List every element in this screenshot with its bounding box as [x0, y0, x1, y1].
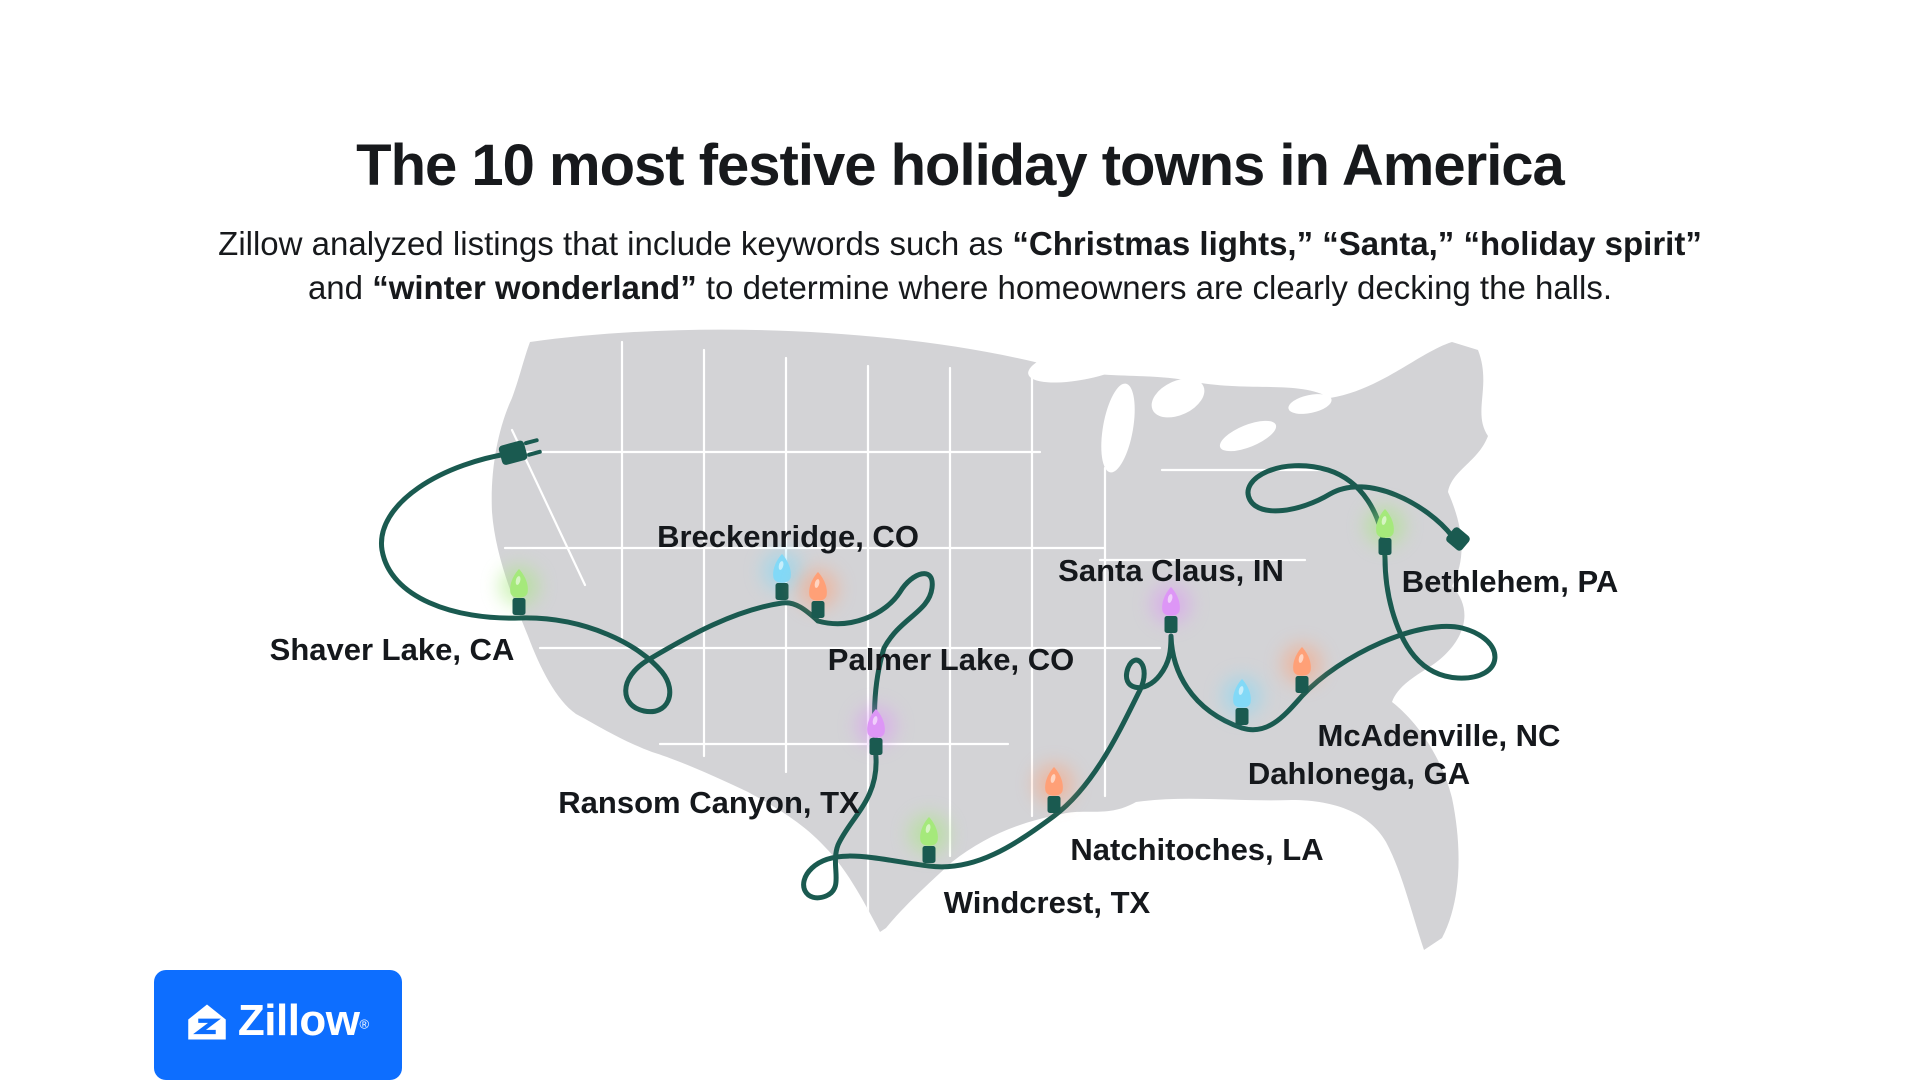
light-bulb [1151, 584, 1191, 633]
bulb-highlight [872, 716, 878, 725]
registered-mark: ® [359, 1016, 370, 1032]
bulb-socket [512, 598, 526, 615]
state-borders [503, 340, 1334, 932]
bulb-highlight [1381, 516, 1387, 525]
bulb-highlight [1167, 594, 1173, 603]
lake-huron [1151, 378, 1205, 418]
bulb-highlight [1298, 654, 1304, 663]
string-lights-cord [379, 449, 1498, 901]
light-bulb [499, 566, 539, 615]
bulb-highlight [1050, 774, 1056, 783]
bulb-socket [775, 583, 789, 600]
bulb-socket [1378, 538, 1392, 555]
subtitle-text: to determine where homeowners are clearl… [696, 268, 1613, 306]
bulb-highlight [1238, 686, 1244, 695]
bulb-socket [1164, 616, 1178, 633]
us-land [491, 329, 1488, 951]
light-bulb [1365, 506, 1405, 555]
page-title: The 10 most festive holiday towns in Ame… [356, 133, 1565, 198]
great-lakes [1028, 341, 1332, 473]
bulb-socket [869, 738, 883, 755]
bulb-highlight [778, 561, 784, 570]
subtitle-text: and [307, 268, 373, 306]
bulb-socket [922, 846, 936, 863]
light-bulb [1282, 644, 1322, 693]
subtitle-keyword: “winter wonderland” [372, 268, 697, 306]
bulb-highlight [515, 576, 521, 585]
light-bulb [1222, 676, 1262, 725]
zillow-wordmark: Zillow [237, 996, 360, 1045]
light-bulb [909, 814, 949, 863]
subtitle-text: Zillow analyzed listings that include ke… [218, 225, 1013, 262]
light-bulb [798, 569, 838, 618]
plug-icon [498, 438, 542, 465]
zillow-house-icon [188, 1004, 226, 1040]
lake-erie [1219, 420, 1277, 452]
bulb-highlight [925, 824, 931, 833]
bulb-socket [1047, 796, 1061, 813]
zillow-logo: Zillow® [154, 970, 402, 1080]
lake-ontario [1288, 394, 1332, 414]
lake-michigan [1101, 383, 1135, 473]
end-plug-icon [1446, 527, 1470, 551]
bulb-socket [811, 601, 825, 618]
light-bulb [856, 706, 896, 755]
subtitle: Zillow analyzed listings that include ke… [0, 222, 1920, 309]
bulb-highlight [814, 579, 820, 588]
bulb-socket [1295, 676, 1309, 693]
bulbs-layer [499, 506, 1405, 863]
bulb-socket [1235, 708, 1249, 725]
light-bulb [1034, 764, 1074, 813]
subtitle-keyword: “Christmas lights,” “Santa,” “holiday sp… [1012, 225, 1702, 262]
lake-superior [1028, 341, 1142, 383]
light-bulb [762, 551, 802, 600]
